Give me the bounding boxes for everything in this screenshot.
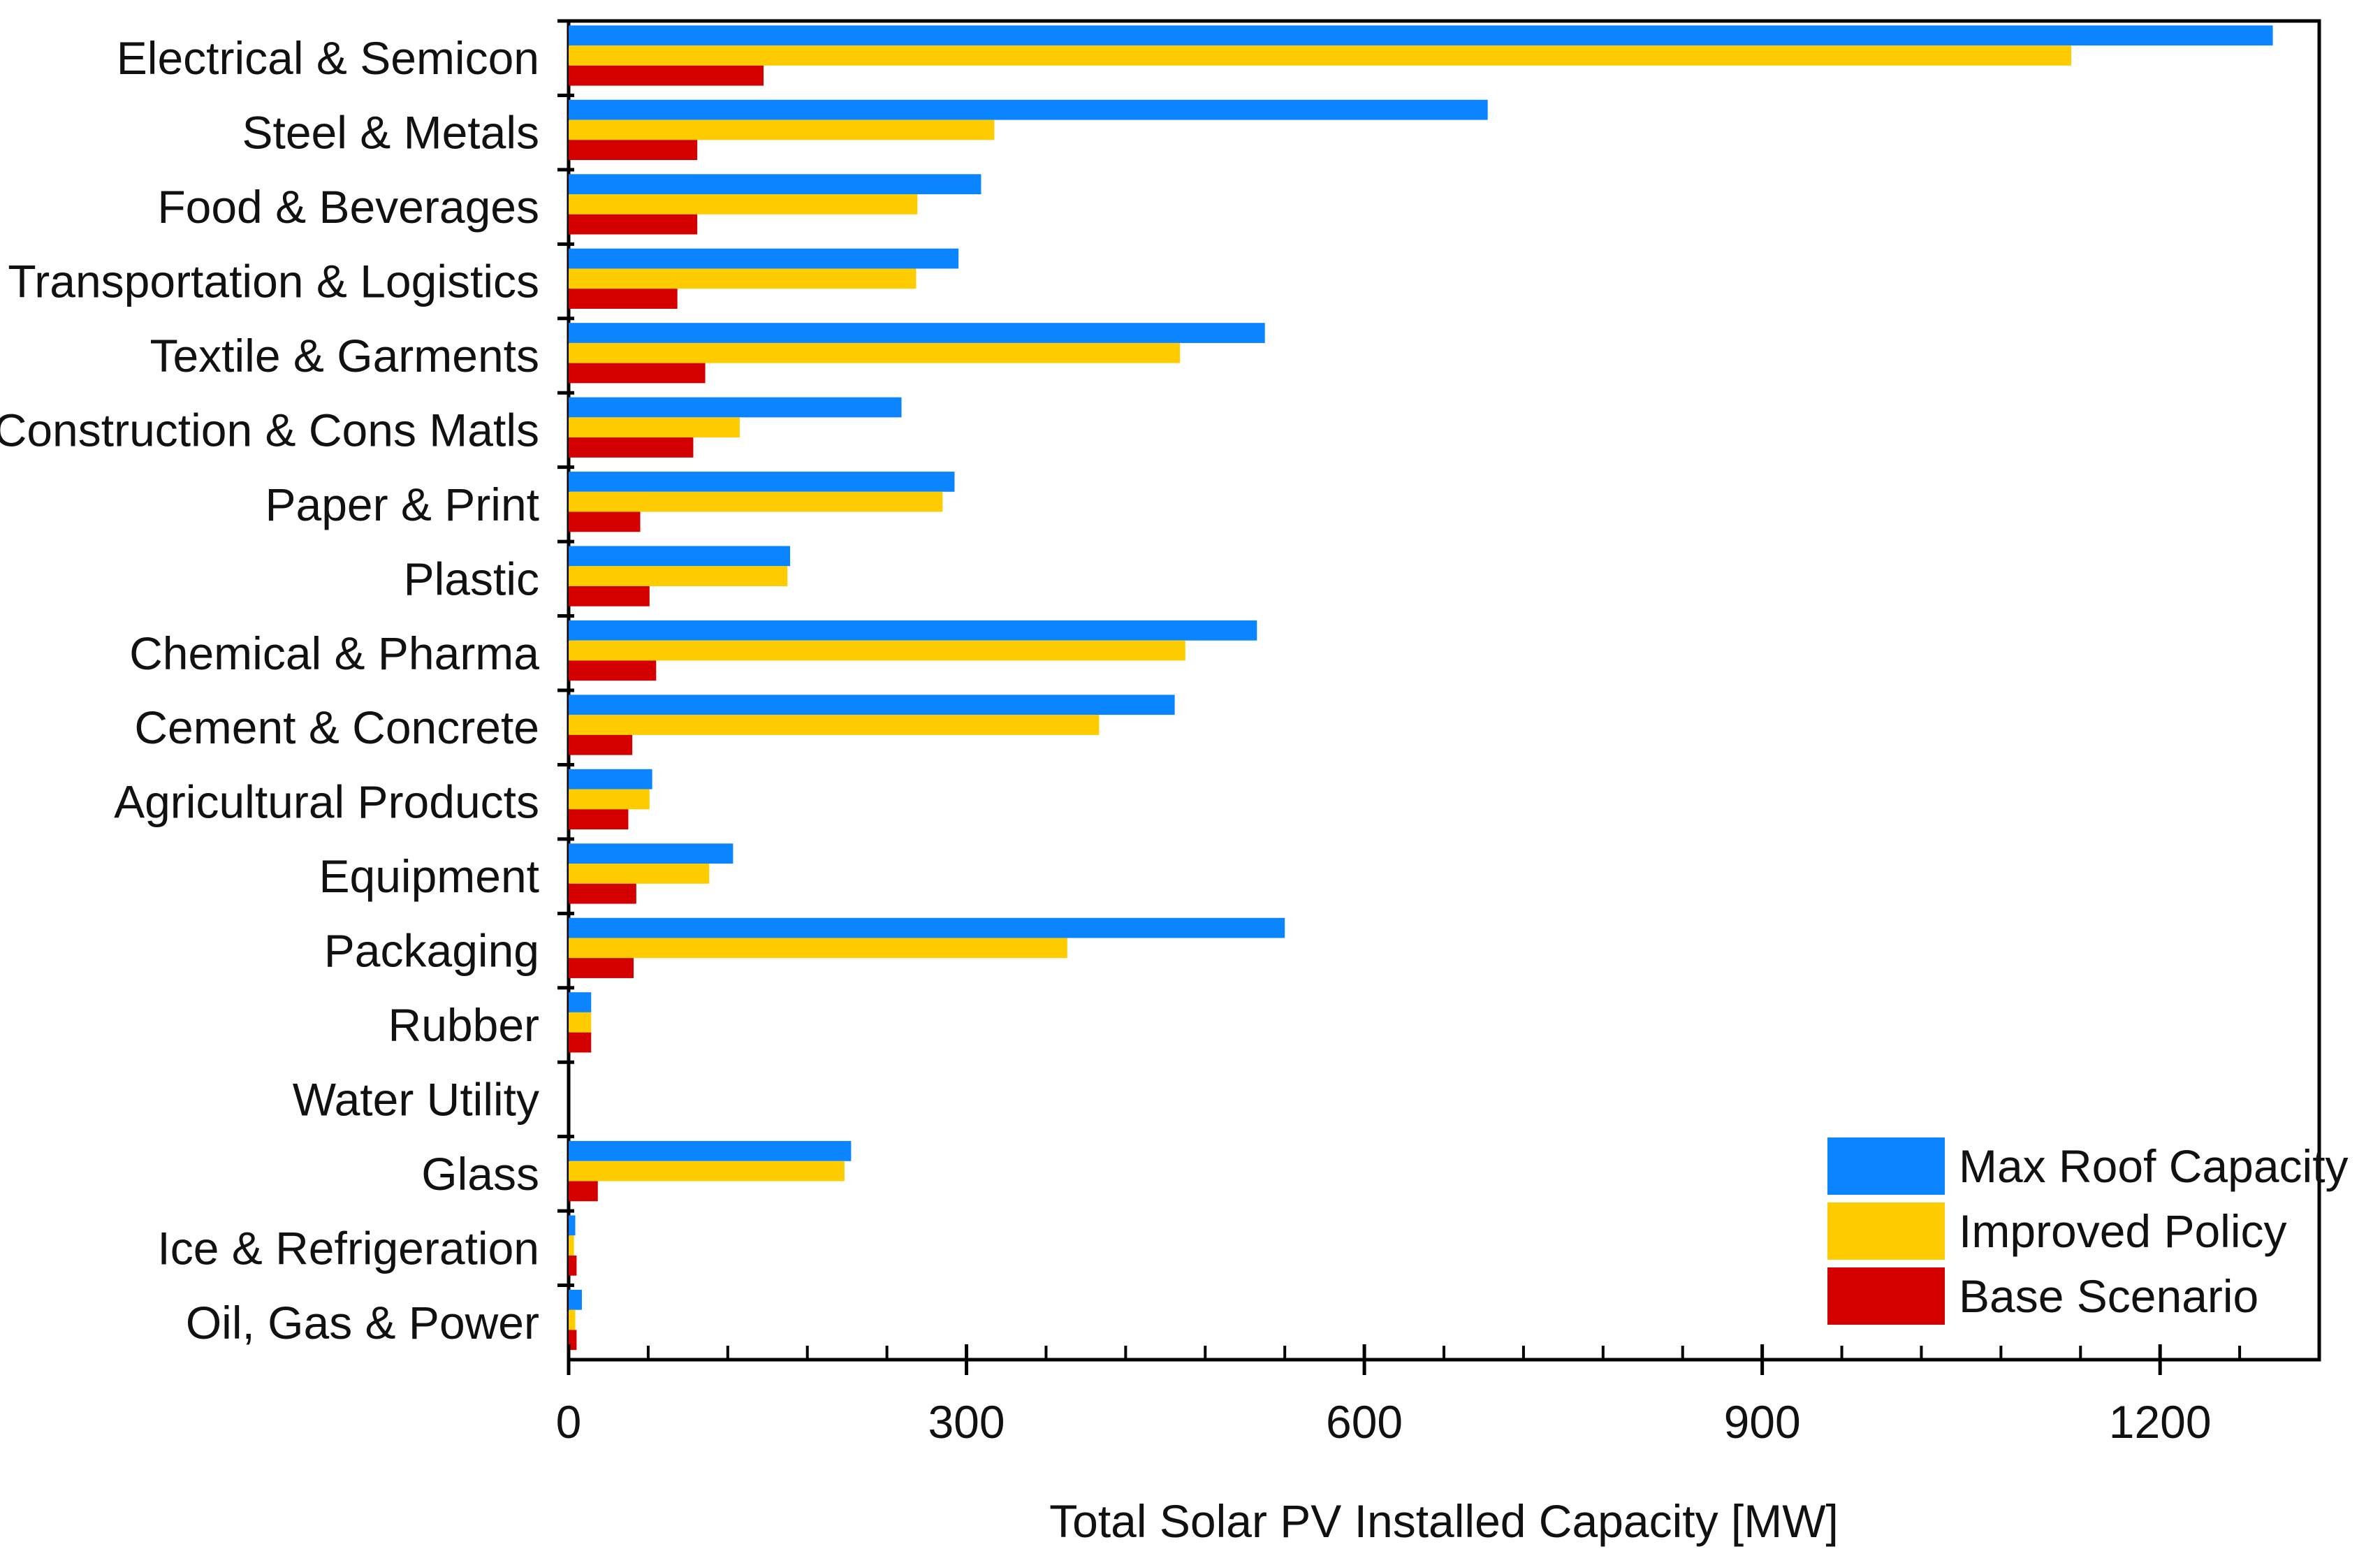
bar-max-roof-capacity-paper-and-print — [569, 472, 955, 492]
bar-max-roof-capacity-cement-and-concrete — [569, 695, 1175, 715]
bar-improved-policy-chemical-and-pharma — [569, 640, 1185, 661]
bar-max-roof-capacity-rubber — [569, 992, 592, 1012]
category-label-chemical-and-pharma: Chemical & Pharma — [129, 627, 539, 679]
legend-label-base-scenario: Base Scenario — [1959, 1270, 2258, 1322]
bar-improved-policy-electrical-and-semicon — [569, 45, 2071, 66]
bar-max-roof-capacity-food-and-beverages — [569, 174, 981, 195]
bar-improved-policy-glass — [569, 1161, 845, 1181]
bar-max-roof-capacity-ice-and-refrigeration — [569, 1215, 576, 1236]
bar-max-roof-capacity-construction-and-cons-matls — [569, 397, 902, 418]
category-label-food-and-beverages: Food & Beverages — [157, 181, 539, 233]
x-tick-label-600: 600 — [1326, 1396, 1403, 1448]
bar-improved-policy-plastic — [569, 566, 788, 586]
bar-base-scenario-textile-and-garments — [569, 363, 706, 384]
legend-swatch-base-scenario — [1827, 1267, 1945, 1325]
x-tick-label-900: 900 — [1724, 1396, 1801, 1448]
x-ticks-group: 0 300 600 900 1200 — [556, 1344, 2321, 1448]
bar-max-roof-capacity-glass — [569, 1141, 852, 1161]
bar-base-scenario-paper-and-print — [569, 511, 641, 532]
category-label-oil-gas-and-power: Oil, Gas & Power — [186, 1297, 539, 1348]
category-label-construction-and-cons-matls: Construction & Cons Matls — [0, 404, 539, 456]
bar-base-scenario-oil-gas-and-power — [569, 1330, 577, 1351]
category-label-ice-and-refrigeration: Ice & Refrigeration — [157, 1222, 539, 1274]
category-labels: Electrical & Semicon Steel & Metals Food &… — [0, 32, 539, 1348]
bar-improved-policy-transportation-and-logistics — [569, 268, 917, 289]
legend-swatch-improved-policy — [1827, 1202, 1945, 1260]
bar-base-scenario-cement-and-concrete — [569, 734, 633, 755]
bar-base-scenario-plastic — [569, 586, 650, 606]
bar-base-scenario-food-and-beverages — [569, 214, 698, 235]
category-label-agricultural-products: Agricultural Products — [114, 776, 539, 828]
bar-improved-policy-construction-and-cons-matls — [569, 417, 740, 438]
bar-base-scenario-ice-and-refrigeration — [569, 1255, 577, 1276]
category-label-rubber: Rubber — [388, 999, 539, 1051]
bar-max-roof-capacity-packaging — [569, 917, 1285, 938]
bar-max-roof-capacity-equipment — [569, 843, 733, 864]
category-label-glass: Glass — [421, 1148, 539, 1200]
category-label-plastic: Plastic — [404, 553, 539, 604]
bar-base-scenario-chemical-and-pharma — [569, 660, 657, 681]
category-label-water-utility: Water Utility — [293, 1073, 539, 1125]
bar-improved-policy-oil-gas-and-power — [569, 1309, 576, 1330]
legend: Max Roof Capacity Improved Policy Base Sce… — [1827, 1137, 2349, 1325]
bar-max-roof-capacity-textile-and-garments — [569, 323, 1265, 343]
category-label-textile-and-garments: Textile & Garments — [149, 330, 539, 381]
x-tick-label-1200: 1200 — [2109, 1396, 2212, 1448]
y-ticks-group — [557, 19, 574, 1288]
bars-group — [569, 25, 2273, 1351]
x-tick-label-0: 0 — [556, 1396, 582, 1448]
bar-improved-policy-textile-and-garments — [569, 342, 1181, 363]
bar-base-scenario-steel-and-metals — [569, 140, 698, 161]
bar-improved-policy-equipment — [569, 864, 710, 884]
bar-improved-policy-food-and-beverages — [569, 194, 918, 215]
bar-improved-policy-agricultural-products — [569, 789, 650, 810]
bar-base-scenario-rubber — [569, 1032, 592, 1053]
legend-label-max-roof-capacity: Max Roof Capacity — [1959, 1140, 2349, 1192]
bar-improved-policy-cement-and-concrete — [569, 715, 1100, 735]
legend-label-improved-policy: Improved Policy — [1959, 1205, 2287, 1257]
bar-max-roof-capacity-oil-gas-and-power — [569, 1289, 582, 1310]
bar-max-roof-capacity-transportation-and-logistics — [569, 248, 959, 269]
category-label-transportation-and-logistics: Transportation & Logistics — [8, 256, 539, 307]
bar-base-scenario-equipment — [569, 883, 636, 904]
bar-base-scenario-packaging — [569, 958, 634, 978]
bar-improved-policy-steel-and-metals — [569, 119, 995, 140]
bar-max-roof-capacity-steel-and-metals — [569, 99, 1488, 120]
bar-max-roof-capacity-plastic — [569, 546, 791, 567]
bar-improved-policy-packaging — [569, 938, 1067, 959]
bar-improved-policy-ice-and-refrigeration — [569, 1235, 574, 1256]
x-axis-title: Total Solar PV Installed Capacity [MW] — [1049, 1495, 1839, 1547]
bar-base-scenario-electrical-and-semicon — [569, 65, 764, 86]
bar-max-roof-capacity-chemical-and-pharma — [569, 620, 1257, 641]
legend-swatch-max-roof-capacity — [1827, 1137, 1945, 1195]
bar-max-roof-capacity-electrical-and-semicon — [569, 25, 2273, 46]
category-label-equipment: Equipment — [319, 850, 539, 902]
category-label-electrical-and-semicon: Electrical & Semicon — [117, 32, 539, 84]
bar-base-scenario-construction-and-cons-matls — [569, 437, 694, 458]
category-label-cement-and-concrete: Cement & Concrete — [134, 701, 539, 753]
category-label-packaging: Packaging — [324, 925, 539, 977]
category-label-paper-and-print: Paper & Print — [265, 479, 539, 530]
category-label-steel-and-metals: Steel & Metals — [242, 107, 539, 159]
bar-improved-policy-paper-and-print — [569, 491, 943, 512]
bar-improved-policy-rubber — [569, 1012, 592, 1033]
bar-max-roof-capacity-agricultural-products — [569, 769, 652, 790]
bar-base-scenario-agricultural-products — [569, 809, 629, 830]
bar-base-scenario-transportation-and-logistics — [569, 289, 678, 309]
x-tick-label-300: 300 — [928, 1396, 1005, 1448]
bar-base-scenario-glass — [569, 1181, 598, 1202]
